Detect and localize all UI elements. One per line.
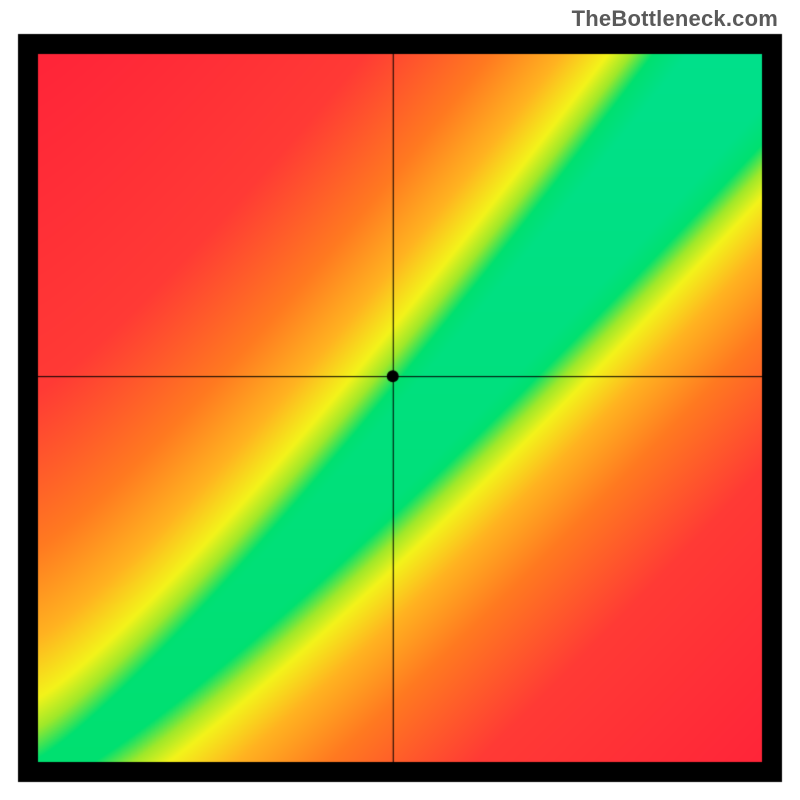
heatmap-canvas — [0, 0, 800, 800]
chart-container: TheBottleneck.com — [0, 0, 800, 800]
watermark-text: TheBottleneck.com — [572, 6, 778, 32]
